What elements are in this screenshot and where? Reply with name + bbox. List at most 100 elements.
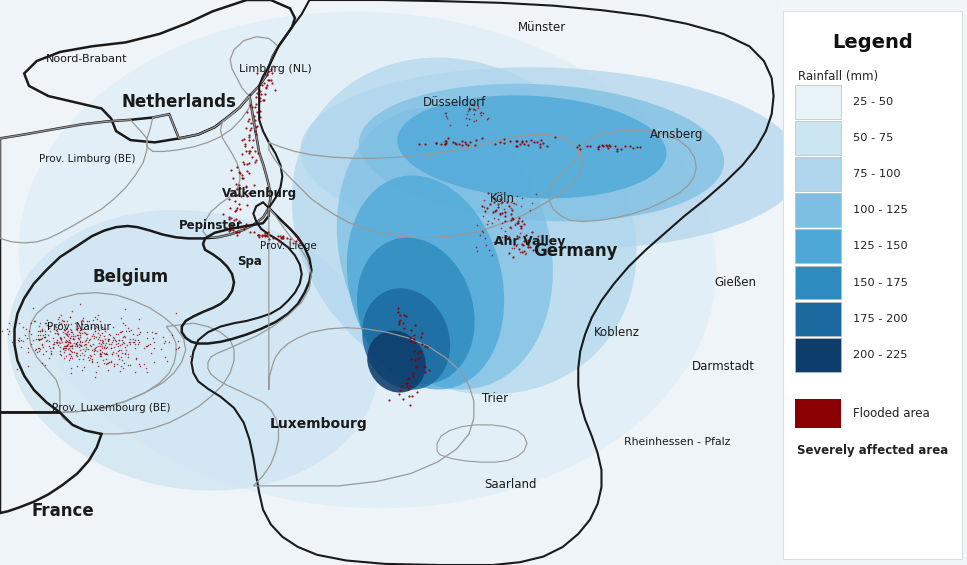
Point bbox=[129, 354, 144, 363]
Point bbox=[623, 142, 638, 151]
Point bbox=[242, 159, 257, 168]
Point bbox=[61, 339, 76, 348]
Point bbox=[53, 350, 69, 359]
Bar bbox=[783, 11, 962, 559]
Point bbox=[514, 137, 530, 146]
Point bbox=[82, 334, 98, 343]
Point bbox=[81, 355, 97, 364]
Point bbox=[476, 228, 491, 237]
Point bbox=[73, 341, 88, 350]
Point bbox=[36, 333, 51, 342]
Point bbox=[36, 349, 51, 358]
Point bbox=[609, 145, 625, 154]
Point bbox=[72, 331, 87, 340]
Point bbox=[626, 144, 641, 153]
Point bbox=[222, 204, 238, 213]
Point bbox=[592, 141, 607, 150]
Point bbox=[46, 322, 62, 331]
Point bbox=[508, 220, 523, 229]
Point bbox=[392, 315, 407, 324]
Point bbox=[404, 391, 420, 400]
Point bbox=[247, 228, 262, 237]
Point bbox=[71, 324, 86, 333]
Point bbox=[145, 334, 161, 343]
Point bbox=[132, 314, 147, 323]
Point bbox=[256, 231, 272, 240]
Point bbox=[99, 338, 114, 347]
Point bbox=[391, 320, 406, 329]
Point bbox=[493, 199, 509, 208]
Point bbox=[117, 321, 132, 330]
Point bbox=[417, 363, 432, 372]
Point bbox=[140, 340, 156, 349]
Point bbox=[293, 237, 308, 246]
Point bbox=[399, 379, 415, 388]
Point bbox=[104, 336, 120, 345]
Point bbox=[252, 96, 268, 105]
Point bbox=[522, 205, 538, 214]
Point bbox=[485, 207, 501, 216]
Point bbox=[472, 230, 487, 239]
Point bbox=[288, 231, 304, 240]
Point bbox=[249, 99, 264, 108]
Point bbox=[92, 346, 107, 355]
Point bbox=[458, 140, 474, 149]
Point bbox=[110, 338, 126, 347]
Point bbox=[56, 344, 72, 353]
Point bbox=[71, 333, 86, 342]
Bar bbox=[795, 266, 841, 299]
Text: 150 - 175: 150 - 175 bbox=[853, 277, 908, 288]
Point bbox=[505, 214, 520, 223]
Point bbox=[84, 354, 100, 363]
Point bbox=[513, 228, 528, 237]
Point bbox=[136, 359, 152, 368]
Point bbox=[461, 115, 477, 124]
Point bbox=[492, 209, 508, 218]
Point bbox=[268, 86, 283, 95]
Point bbox=[27, 316, 43, 325]
Point bbox=[106, 342, 122, 351]
Point bbox=[96, 359, 111, 368]
Point bbox=[475, 134, 490, 143]
Point bbox=[114, 327, 130, 336]
Point bbox=[130, 340, 145, 349]
Point bbox=[417, 140, 432, 149]
Point bbox=[228, 179, 244, 188]
Text: France: France bbox=[32, 502, 94, 520]
Point bbox=[236, 160, 251, 169]
Point bbox=[226, 216, 242, 225]
Point bbox=[52, 349, 68, 358]
Point bbox=[459, 120, 475, 129]
Point bbox=[85, 329, 101, 338]
Point bbox=[439, 114, 454, 123]
Point bbox=[65, 329, 80, 338]
Point bbox=[101, 357, 116, 366]
Point bbox=[96, 336, 111, 345]
Point bbox=[110, 341, 126, 350]
Point bbox=[74, 316, 90, 325]
Point bbox=[484, 250, 500, 259]
Point bbox=[245, 143, 260, 152]
Point bbox=[520, 242, 536, 251]
Point bbox=[46, 340, 62, 349]
Point bbox=[509, 192, 524, 201]
Point bbox=[514, 216, 530, 225]
Point bbox=[442, 120, 457, 129]
Point bbox=[128, 339, 143, 348]
Point bbox=[132, 329, 147, 338]
Point bbox=[490, 200, 506, 209]
Text: Limburg (NL): Limburg (NL) bbox=[239, 64, 312, 74]
Point bbox=[58, 338, 73, 347]
Point bbox=[102, 339, 117, 348]
Point bbox=[518, 137, 534, 146]
Point bbox=[258, 82, 274, 91]
Point bbox=[70, 362, 85, 371]
Point bbox=[57, 341, 73, 350]
Point bbox=[117, 350, 132, 359]
Point bbox=[76, 351, 92, 360]
Point bbox=[503, 224, 518, 233]
Point bbox=[79, 330, 95, 339]
Point bbox=[232, 184, 248, 193]
Point bbox=[518, 248, 534, 257]
Point bbox=[497, 207, 513, 216]
